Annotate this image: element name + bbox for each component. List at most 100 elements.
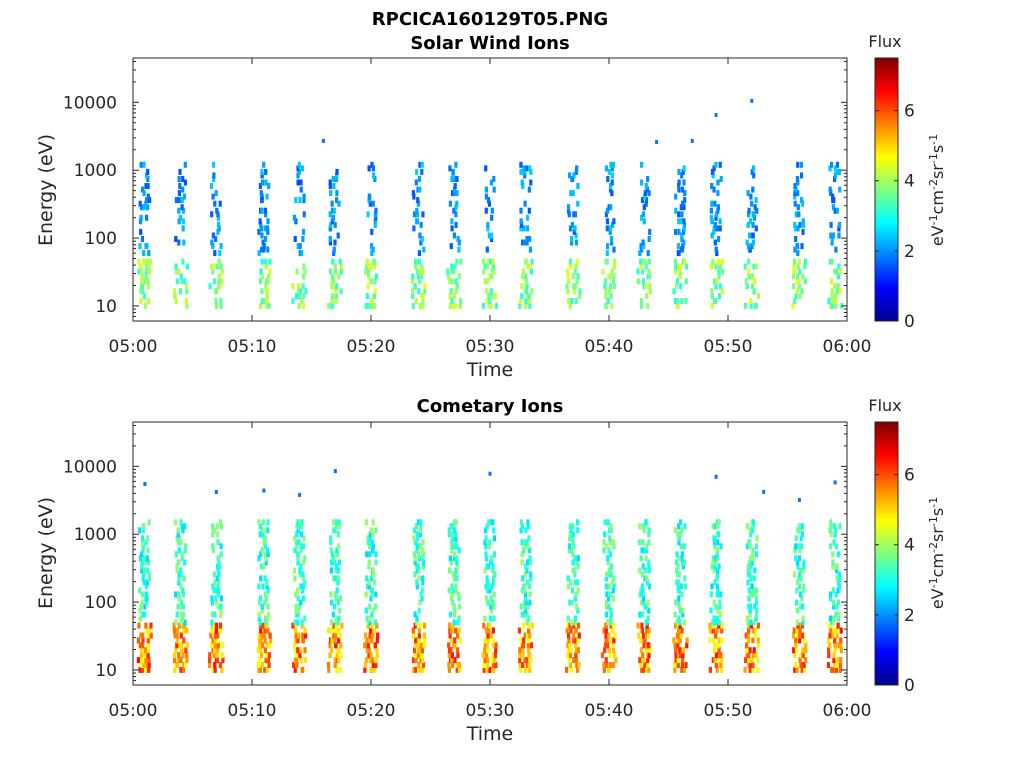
heatmap-cell — [796, 563, 800, 570]
heatmap-cell — [677, 186, 681, 193]
heatmap-cell — [612, 218, 616, 225]
heatmap-cell — [611, 642, 615, 649]
heatmap-cell — [141, 637, 145, 644]
heatmap-cell — [640, 571, 644, 578]
heatmap-cell — [839, 637, 843, 644]
heatmap-cell — [607, 583, 611, 590]
heatmap-cell — [368, 603, 372, 610]
heatmap-cell — [747, 258, 751, 265]
heatmap-cell — [447, 567, 452, 574]
heatmap-cell — [450, 225, 454, 232]
heatmap-cell — [490, 273, 494, 280]
heatmap-cell — [485, 298, 489, 304]
heatmap-cell — [683, 666, 687, 673]
heatmap-cell — [755, 607, 759, 614]
heatmap-cell — [371, 531, 375, 538]
heatmap-cell — [756, 642, 760, 649]
heatmap-cell — [716, 607, 720, 614]
heatmap-cell — [419, 642, 423, 649]
heatmap-cell — [181, 527, 185, 534]
heatmap-cell — [455, 662, 460, 668]
heatmap-cell — [567, 543, 571, 550]
heatmap-cell — [796, 243, 800, 250]
heatmap-cell — [681, 607, 685, 614]
heatmap-cell — [521, 662, 525, 668]
heatmap-cell — [566, 615, 570, 622]
heatmap-cell — [526, 637, 531, 644]
heatmap-cell — [484, 583, 488, 590]
heatmap-cell — [676, 622, 680, 629]
heatmap-cell — [263, 599, 267, 606]
heatmap-cell — [210, 239, 214, 246]
heatmap-cell — [681, 168, 685, 175]
heatmap-cell — [831, 298, 835, 304]
heatmap-cell — [712, 637, 716, 644]
heatmap-cell — [566, 288, 570, 295]
heatmap-cell — [365, 263, 369, 270]
heatmap-cell — [370, 527, 374, 534]
heatmap-cell — [214, 298, 218, 304]
heatmap-cell — [614, 657, 618, 664]
heatmap-cell — [366, 535, 370, 542]
heatmap-cell — [712, 647, 716, 654]
heatmap-cell — [751, 527, 755, 534]
heatmap-cell — [641, 523, 645, 530]
heatmap-cell — [754, 225, 758, 232]
heatmap-cell — [328, 268, 332, 275]
heatmap-cell — [447, 662, 451, 668]
heatmap-cell — [830, 239, 834, 246]
heatmap-cell — [419, 519, 423, 526]
heatmap-cell — [794, 535, 798, 542]
x-tick-label: 06:00 — [823, 337, 872, 357]
heatmap-cell — [574, 239, 578, 246]
heatmap-cell — [801, 218, 805, 225]
heatmap-cell — [680, 172, 684, 179]
heatmap-cell — [301, 666, 305, 673]
heatmap-cell — [365, 293, 369, 300]
heatmap-cell — [677, 168, 681, 175]
heatmap-cell — [264, 302, 269, 309]
heatmap-cell — [179, 571, 183, 578]
heatmap-cell — [835, 632, 839, 639]
heatmap-cell — [576, 563, 580, 570]
heatmap-cell — [683, 190, 687, 197]
heatmap-cell — [181, 603, 185, 610]
heatmap-cell — [450, 547, 454, 554]
colorbar-title: Flux — [868, 396, 901, 415]
heatmap-cell — [179, 583, 183, 590]
heatmap-cell — [672, 288, 676, 295]
heatmap-cell — [371, 519, 375, 526]
heatmap-cell — [264, 283, 268, 290]
heatmap-cell — [416, 519, 420, 526]
heatmap-cell-sparse — [750, 98, 754, 103]
heatmap-cell — [452, 619, 456, 626]
heatmap-cell — [750, 200, 754, 207]
heatmap-cell — [260, 207, 264, 214]
heatmap-cell — [260, 225, 264, 232]
heatmap-cell — [141, 666, 145, 673]
heatmap-cell — [568, 535, 572, 542]
heatmap-cell — [146, 193, 150, 200]
heatmap-cell — [177, 559, 181, 566]
heatmap-cell — [835, 563, 839, 570]
heatmap-cell — [715, 278, 719, 285]
heatmap-cell — [301, 632, 305, 639]
heatmap-cell — [185, 652, 189, 659]
heatmap-cell — [565, 283, 569, 290]
heatmap-cell — [613, 263, 617, 270]
heatmap-cell — [612, 637, 616, 644]
heatmap-cell — [300, 619, 304, 626]
heatmap-cell — [684, 662, 688, 668]
heatmap-cell — [751, 559, 755, 566]
heatmap-cell — [457, 547, 461, 554]
heatmap-cell — [747, 273, 751, 280]
heatmap-cell-sparse — [143, 482, 147, 486]
heatmap-cell — [491, 519, 495, 526]
heatmap-cell — [489, 288, 493, 295]
heatmap-cell — [610, 165, 614, 172]
heatmap-cell — [801, 200, 805, 207]
heatmap-cell — [673, 662, 677, 668]
heatmap-cell-sparse — [262, 488, 266, 493]
heatmap-cell — [710, 183, 714, 189]
heatmap-cell — [142, 190, 146, 197]
